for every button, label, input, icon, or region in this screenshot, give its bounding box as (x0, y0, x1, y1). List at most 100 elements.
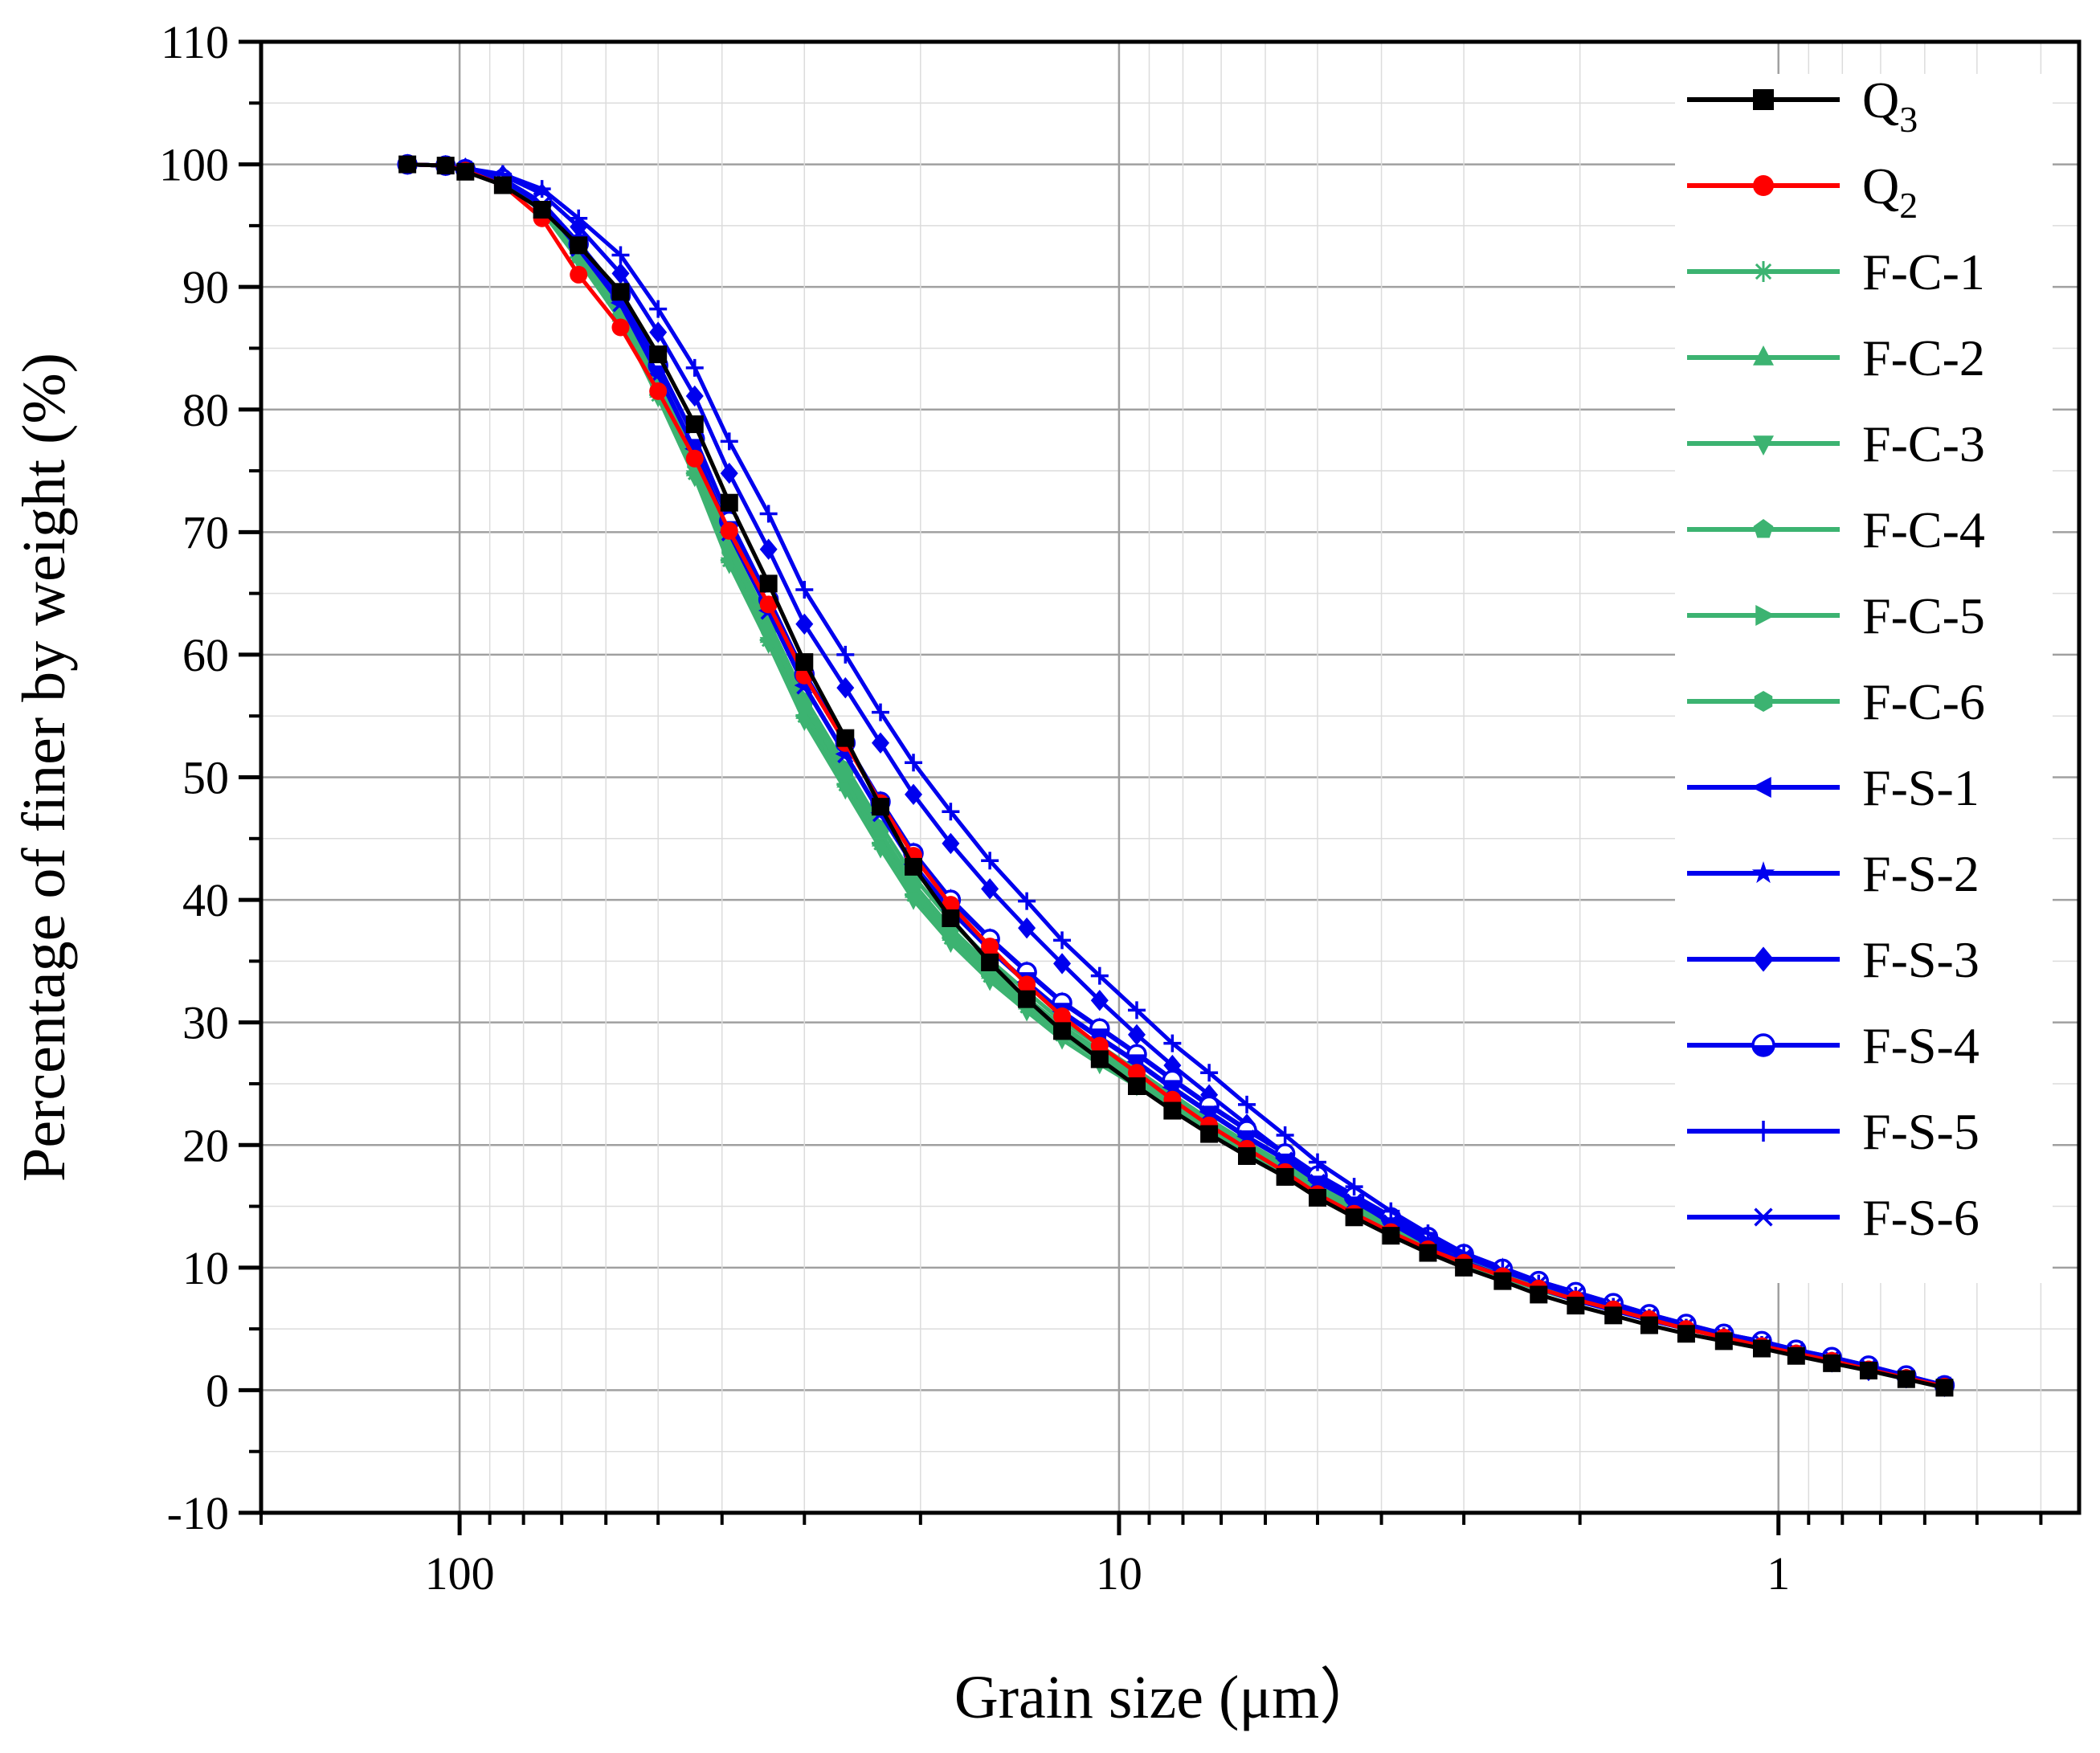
legend-item: F-S-3 (1687, 931, 1979, 988)
data-point (1897, 1370, 1915, 1388)
y-tick-label: 50 (182, 752, 229, 804)
data-point (1053, 931, 1072, 950)
data-point (942, 803, 960, 821)
data-point (837, 764, 853, 783)
data-point (1090, 1036, 1109, 1055)
data-point (1018, 975, 1036, 994)
legend-item: F-C-3 (1687, 415, 1985, 472)
data-point (1530, 1285, 1548, 1304)
data-point (1238, 1095, 1256, 1114)
data-point (1753, 1121, 1774, 1142)
data-point (1787, 1346, 1805, 1365)
data-point (611, 246, 630, 264)
data-point (1309, 1188, 1327, 1207)
data-point (1345, 1208, 1363, 1227)
legend-item: F-C-5 (1687, 587, 1985, 644)
data-point (1567, 1297, 1585, 1315)
data-point (1127, 1024, 1146, 1046)
data-point (1346, 1193, 1363, 1210)
legend-label: F-C-2 (1862, 329, 1985, 386)
legend-item: F-S-1 (1687, 759, 1979, 816)
data-point (905, 783, 923, 806)
x-tick-label: 10 (1096, 1547, 1142, 1600)
data-point (1859, 1362, 1877, 1380)
data-point (1127, 1001, 1146, 1020)
data-point (759, 574, 778, 593)
data-point (1604, 1306, 1623, 1325)
y-tick-label: 80 (182, 384, 229, 436)
data-point (1753, 89, 1774, 110)
data-point (720, 432, 738, 451)
data-point (942, 832, 960, 855)
data-point (436, 157, 455, 175)
data-point (1754, 691, 1773, 712)
data-point (1752, 1339, 1771, 1358)
data-point (1382, 1202, 1400, 1220)
data-point (1753, 519, 1774, 538)
data-point (649, 345, 668, 364)
y-tick-label: 90 (182, 261, 229, 313)
data-point (1677, 1325, 1695, 1343)
data-point (905, 893, 923, 910)
data-point (1309, 1153, 1327, 1171)
data-point (981, 974, 999, 991)
data-point (1277, 1151, 1293, 1168)
data-point (1309, 1173, 1326, 1191)
data-point (493, 176, 512, 194)
y-tick-label: 110 (161, 16, 229, 68)
legend: Q3Q2F-C-1F-C-2F-C-3F-C-4F-C-5F-C-6F-S-1F… (1675, 72, 2053, 1283)
data-point (836, 783, 855, 800)
y-tick-label: 100 (159, 139, 229, 191)
x-tick-label: 1 (1767, 1547, 1790, 1600)
data-point (905, 754, 923, 772)
legend-item: F-S-5 (1687, 1103, 1979, 1160)
legend-subscript: 3 (1899, 99, 1918, 140)
data-point (1018, 1004, 1036, 1022)
data-point (1935, 1379, 1954, 1397)
data-point (1753, 175, 1774, 196)
data-point (570, 209, 588, 227)
data-point (1640, 1316, 1658, 1334)
data-point (836, 676, 855, 699)
data-point (796, 696, 812, 714)
legend-item: F-C-4 (1687, 501, 1985, 558)
data-point (1419, 1244, 1437, 1262)
data-point (1753, 946, 1774, 972)
y-tick-label: 60 (182, 629, 229, 681)
data-point (1053, 1022, 1072, 1040)
data-point (1127, 1077, 1146, 1096)
data-point (905, 875, 921, 893)
data-point (456, 162, 475, 181)
legend-item: F-C-6 (1687, 673, 1985, 730)
legend-label: F-S-2 (1862, 845, 1979, 902)
data-point (1163, 1054, 1182, 1077)
data-point (795, 653, 814, 672)
data-point (1238, 1146, 1256, 1165)
data-point (1127, 1064, 1146, 1082)
y-axis-title: Percentage of finer by weight (%) (10, 353, 78, 1182)
data-point (795, 613, 814, 635)
data-point (611, 263, 630, 284)
data-point (1493, 1272, 1512, 1290)
y-tick-label: 30 (182, 997, 229, 1049)
data-point (1018, 990, 1036, 1008)
data-point (759, 538, 778, 560)
data-point (795, 581, 814, 599)
data-point (1753, 261, 1774, 282)
legend-label: F-S-4 (1862, 1017, 1979, 1074)
legend-label: F-C-5 (1862, 587, 1985, 644)
data-point (1751, 1033, 1775, 1057)
data-point (872, 823, 889, 842)
data-point (872, 841, 890, 859)
data-point (1455, 1258, 1473, 1277)
data-point (649, 321, 668, 343)
data-point (905, 857, 923, 876)
data-point (1200, 1125, 1219, 1143)
y-tick-label: 20 (182, 1119, 229, 1171)
data-point (570, 265, 588, 284)
legend-label: F-S-6 (1862, 1189, 1979, 1246)
data-point (1018, 917, 1036, 939)
legend-label: F-C-1 (1862, 243, 1985, 300)
data-point (1200, 1084, 1219, 1105)
legend-item: F-S-6 (1687, 1189, 1979, 1246)
